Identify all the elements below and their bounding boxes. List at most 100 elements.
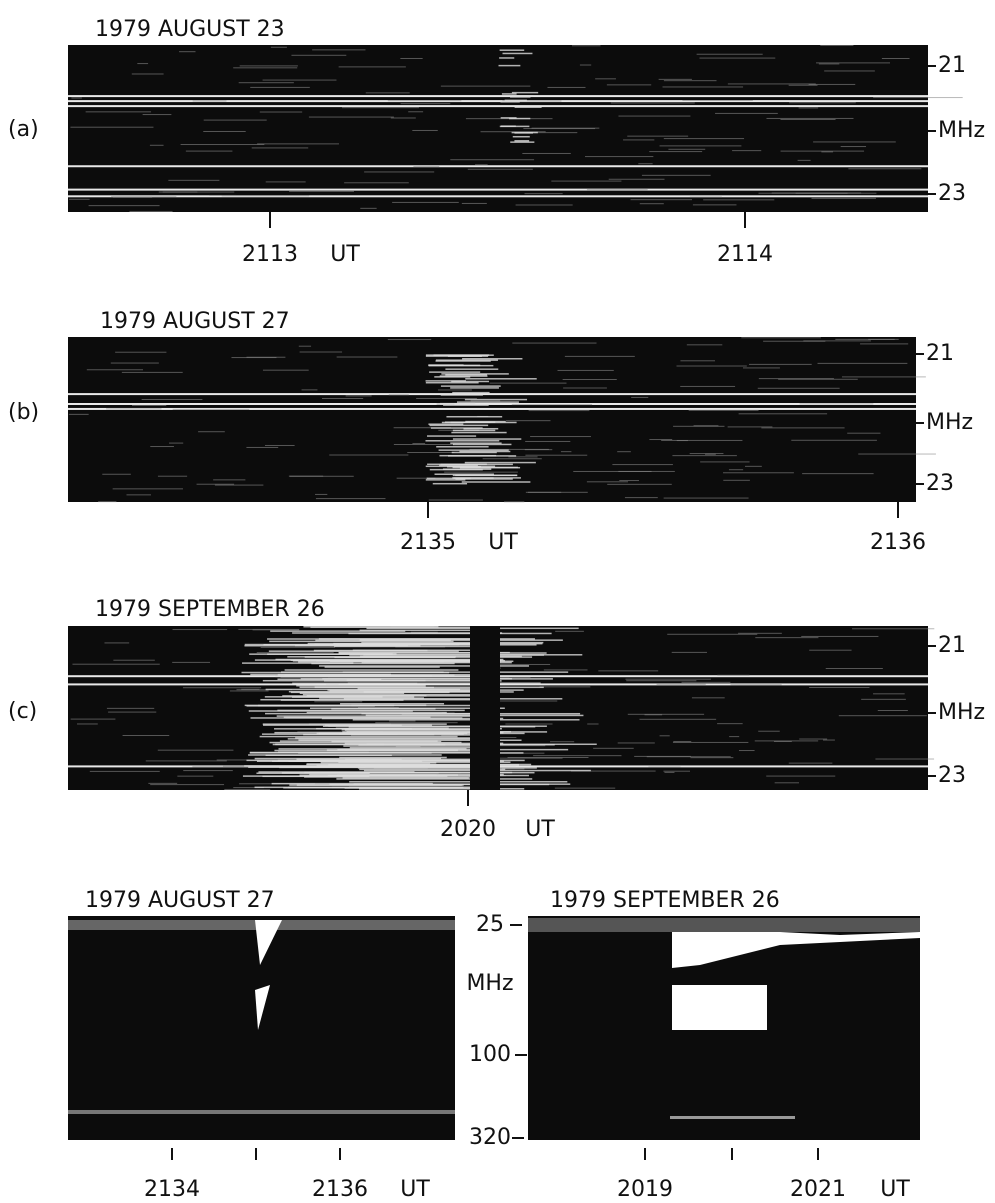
streak bbox=[619, 480, 639, 482]
streak bbox=[233, 787, 264, 789]
burst bbox=[244, 644, 421, 647]
streak bbox=[860, 343, 909, 345]
streak bbox=[557, 369, 614, 371]
burst bbox=[304, 776, 489, 778]
burst bbox=[277, 673, 494, 676]
streak bbox=[501, 768, 525, 770]
streak bbox=[530, 436, 591, 438]
burst bbox=[459, 450, 511, 453]
band bbox=[670, 1116, 795, 1119]
streak bbox=[504, 501, 525, 503]
streak bbox=[570, 770, 656, 772]
burst bbox=[280, 671, 444, 673]
streak bbox=[761, 427, 845, 429]
streak bbox=[106, 408, 162, 410]
streak bbox=[315, 498, 386, 500]
burst bbox=[302, 693, 471, 696]
streak bbox=[251, 147, 309, 149]
streak bbox=[663, 80, 717, 82]
streak bbox=[314, 701, 363, 703]
streak bbox=[89, 770, 160, 772]
panel-label: (a) bbox=[8, 117, 39, 142]
streak bbox=[586, 189, 648, 191]
streak bbox=[741, 337, 821, 339]
x-unit: UT bbox=[880, 1177, 910, 1202]
burst bbox=[359, 629, 488, 632]
streak bbox=[179, 51, 196, 53]
burst bbox=[342, 777, 469, 779]
burst bbox=[430, 427, 483, 429]
burst bbox=[514, 106, 542, 108]
burst bbox=[359, 639, 563, 641]
burst bbox=[427, 435, 477, 437]
streak bbox=[663, 138, 745, 140]
streak bbox=[555, 630, 584, 632]
streak bbox=[400, 103, 451, 105]
burst bbox=[352, 649, 498, 651]
y-label: MHz bbox=[938, 700, 985, 725]
streak bbox=[680, 360, 716, 362]
band bbox=[68, 105, 928, 108]
streak bbox=[873, 97, 963, 99]
streak bbox=[673, 741, 692, 743]
burst bbox=[254, 757, 441, 760]
burst bbox=[426, 477, 471, 480]
streak bbox=[727, 426, 773, 428]
streak bbox=[270, 46, 287, 48]
burst bbox=[353, 783, 571, 785]
streak bbox=[824, 70, 875, 72]
streak bbox=[681, 681, 731, 683]
streak bbox=[312, 49, 366, 51]
burst bbox=[455, 474, 517, 477]
panel-title: 1979 SEPTEMBER 26 bbox=[95, 597, 325, 622]
band bbox=[68, 188, 928, 191]
streak bbox=[778, 378, 858, 380]
streak bbox=[649, 439, 673, 441]
streak bbox=[512, 342, 597, 344]
streak bbox=[818, 63, 840, 65]
streak bbox=[106, 707, 155, 709]
burst bbox=[284, 669, 459, 671]
streak bbox=[612, 464, 673, 466]
band bbox=[68, 95, 928, 98]
burst bbox=[296, 684, 426, 687]
burst bbox=[246, 759, 369, 762]
streak bbox=[390, 117, 416, 119]
streak bbox=[617, 451, 631, 453]
burst bbox=[452, 477, 521, 479]
streak bbox=[308, 116, 394, 118]
panel-title: 1979 AUGUST 27 bbox=[100, 309, 290, 334]
burst bbox=[425, 479, 466, 481]
streak bbox=[656, 683, 706, 685]
streak bbox=[408, 111, 424, 113]
x-tick-label: 2136 bbox=[870, 530, 926, 555]
burst bbox=[451, 451, 497, 454]
streak bbox=[400, 57, 423, 59]
streak bbox=[110, 362, 159, 364]
streak bbox=[820, 45, 854, 47]
band bbox=[68, 393, 916, 396]
streak bbox=[470, 400, 501, 402]
burst bbox=[439, 375, 488, 377]
burst bbox=[358, 743, 555, 746]
streak bbox=[527, 491, 588, 493]
burst bbox=[277, 678, 382, 681]
streak bbox=[623, 139, 655, 141]
burst bbox=[348, 632, 552, 635]
streak bbox=[531, 127, 600, 129]
streak bbox=[505, 420, 551, 422]
streak bbox=[610, 102, 695, 104]
streak bbox=[729, 736, 740, 738]
streak bbox=[407, 451, 455, 453]
streak bbox=[126, 494, 151, 496]
streak bbox=[157, 749, 234, 751]
burst bbox=[429, 424, 489, 427]
burst bbox=[248, 766, 366, 768]
burst bbox=[428, 364, 481, 367]
streak bbox=[766, 775, 836, 777]
streak bbox=[112, 488, 183, 490]
streak bbox=[700, 461, 750, 463]
burst bbox=[340, 702, 445, 705]
streak bbox=[148, 782, 178, 784]
streak bbox=[543, 669, 588, 671]
